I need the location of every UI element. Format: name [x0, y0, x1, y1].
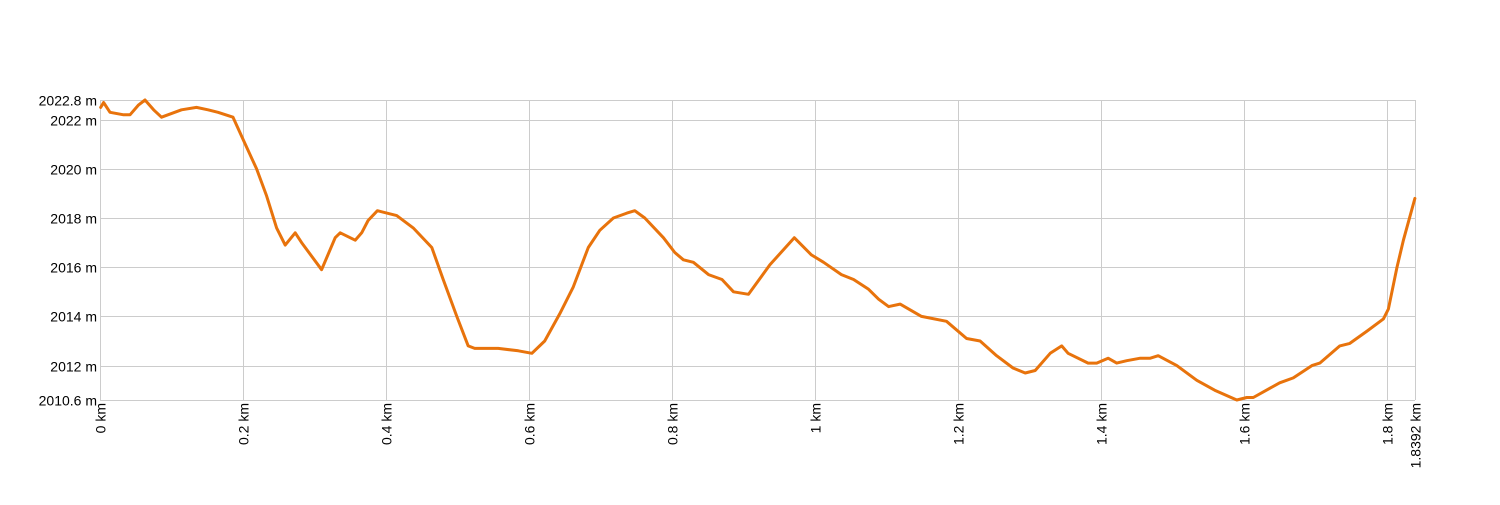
elevation-line — [99, 98, 1417, 402]
x-tick-label: 1 km — [808, 403, 824, 433]
grid — [100, 100, 1416, 401]
x-tick-label: 0 km — [93, 403, 109, 433]
y-tick-label: 2016 m — [50, 260, 97, 276]
y-tick-label: 2022 m — [50, 113, 97, 129]
y-tick-label: 2010.6 m — [39, 393, 97, 409]
x-tick-label: 1.8 km — [1380, 403, 1396, 445]
y-tick-label: 2022.8 m — [39, 93, 97, 109]
x-tick-label: 1.6 km — [1237, 403, 1253, 445]
x-tick-label: 0.6 km — [522, 403, 538, 445]
y-tick-label: 2012 m — [50, 359, 97, 375]
x-axis-labels: 0 km 0.2 km 0.4 km 0.6 km 0.8 km 1 km 1.2 km 1.… — [93, 403, 1424, 468]
x-tick-label: 0.2 km — [236, 403, 252, 445]
y-tick-label: 2018 m — [50, 211, 97, 227]
x-tick-label: 1.2 km — [951, 403, 967, 445]
x-tick-label: 0.8 km — [665, 403, 681, 445]
y-tick-label: 2020 m — [50, 162, 97, 178]
x-tick-label: 1.4 km — [1094, 403, 1110, 445]
x-tick-label: 0.4 km — [379, 403, 395, 445]
series — [99, 98, 1417, 402]
y-tick-label: 2014 m — [50, 309, 97, 325]
y-axis-labels: 2010.6 m 2012 m 2014 m 2016 m 2018 m 2020 m 20… — [39, 93, 97, 409]
x-tick-label: 1.8392 km — [1408, 403, 1424, 468]
